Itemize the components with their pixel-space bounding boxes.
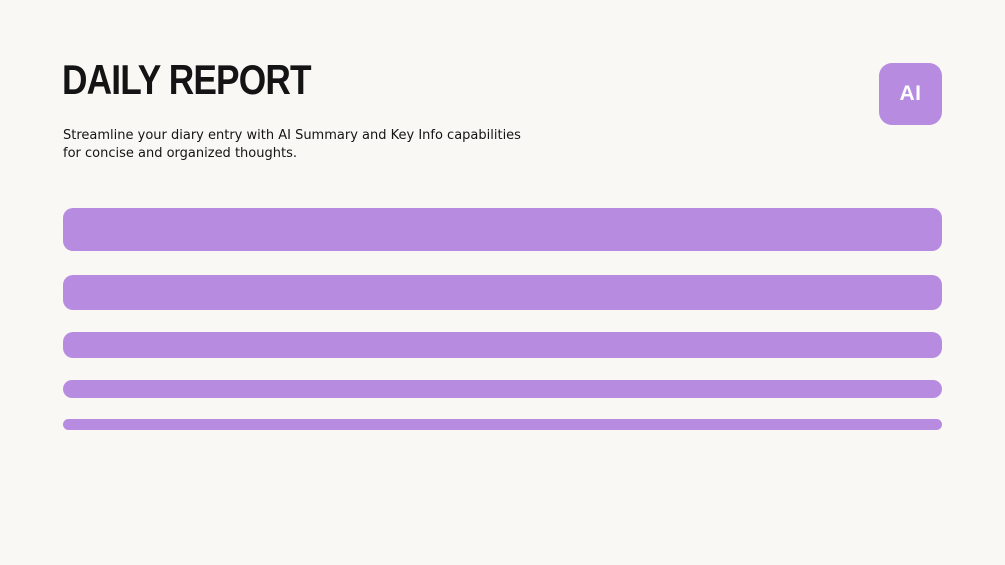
page-title: DAILY REPORT <box>62 56 312 103</box>
ai-badge[interactable]: AI <box>879 63 942 125</box>
placeholder-bar <box>63 332 942 358</box>
ai-badge-label: AI <box>899 82 922 105</box>
page-subtitle: Streamline your diary entry with AI Summ… <box>63 128 521 161</box>
placeholder-bar <box>63 208 942 251</box>
placeholder-bar <box>63 380 942 398</box>
placeholder-bar <box>63 275 942 310</box>
placeholder-bar <box>63 419 942 430</box>
